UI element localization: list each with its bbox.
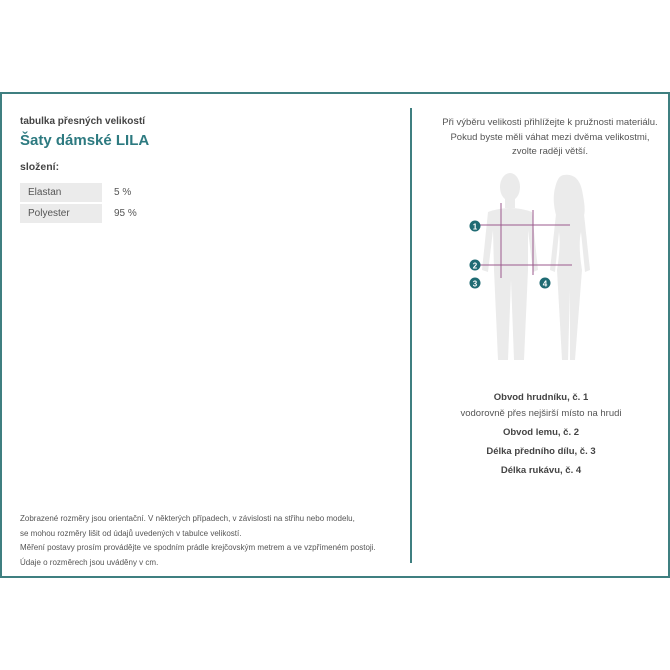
product-title: Šaty dámské LILA bbox=[20, 132, 150, 149]
legend-hem-title: Obvod lemu, č. 2 bbox=[502, 427, 580, 438]
measure-lines bbox=[475, 203, 572, 278]
svg-text:3: 3 bbox=[473, 280, 478, 289]
size-advice: Při výběru velikosti přihlížejte k pružn… bbox=[412, 116, 670, 160]
svg-text:1: 1 bbox=[473, 223, 478, 232]
size-notes: Zobrazené rozměry jsou orientační. V něk… bbox=[20, 512, 376, 570]
material-percent: 5 % bbox=[114, 187, 132, 198]
composition-table: Elastan 5 % Polyester 95 % bbox=[20, 181, 137, 225]
marker-4: 4 bbox=[539, 277, 551, 289]
legend-chest-desc: vodorovně přes nejširší místo na hrudi bbox=[460, 408, 622, 419]
content-frame bbox=[0, 92, 670, 578]
material-name: Elastan bbox=[20, 183, 102, 202]
note-line: Údaje o rozměrech jsou uváděny v cm. bbox=[20, 557, 159, 567]
measurement-figure: 1 2 3 4 bbox=[469, 173, 590, 360]
table-row: Polyester 95 % bbox=[20, 204, 137, 223]
note-line: se mohou rozměry lišit od údajů uvedenýc… bbox=[20, 528, 242, 538]
material-name: Polyester bbox=[20, 204, 102, 223]
material-percent: 95 % bbox=[114, 208, 137, 219]
legend-chest-title: Obvod hrudníku, č. 1 bbox=[493, 392, 589, 403]
legend-sleeve-title: Délka rukávu, č. 4 bbox=[500, 465, 582, 476]
marker-3: 3 bbox=[469, 277, 481, 289]
advice-line: zvolte raději větší. bbox=[511, 146, 589, 157]
composition-label: složení: bbox=[20, 161, 60, 173]
advice-line: Pokud byste měli váhat mezi dvěma veliko… bbox=[450, 131, 650, 143]
legend-front-length-title: Délka předního dílu, č. 3 bbox=[486, 446, 596, 457]
note-line: Zobrazené rozměry jsou orientační. V něk… bbox=[20, 514, 355, 523]
male-silhouette bbox=[482, 173, 538, 360]
marker-2: 2 bbox=[469, 259, 481, 271]
table-row: Elastan 5 % bbox=[20, 183, 137, 202]
svg-text:4: 4 bbox=[543, 280, 548, 289]
note-line: Měření postavy prosím provádějte ve spod… bbox=[20, 543, 376, 552]
measurement-legend: Obvod hrudníku, č. 1 vodorovně přes nejš… bbox=[412, 392, 670, 476]
marker-1: 1 bbox=[469, 220, 481, 232]
advice-line: Při výběru velikosti přihlížejte k pružn… bbox=[442, 117, 658, 128]
page-subtitle: tabulka přesných velikostí bbox=[20, 116, 146, 127]
female-silhouette bbox=[550, 174, 590, 360]
svg-text:2: 2 bbox=[473, 262, 478, 271]
column-divider bbox=[410, 108, 412, 563]
